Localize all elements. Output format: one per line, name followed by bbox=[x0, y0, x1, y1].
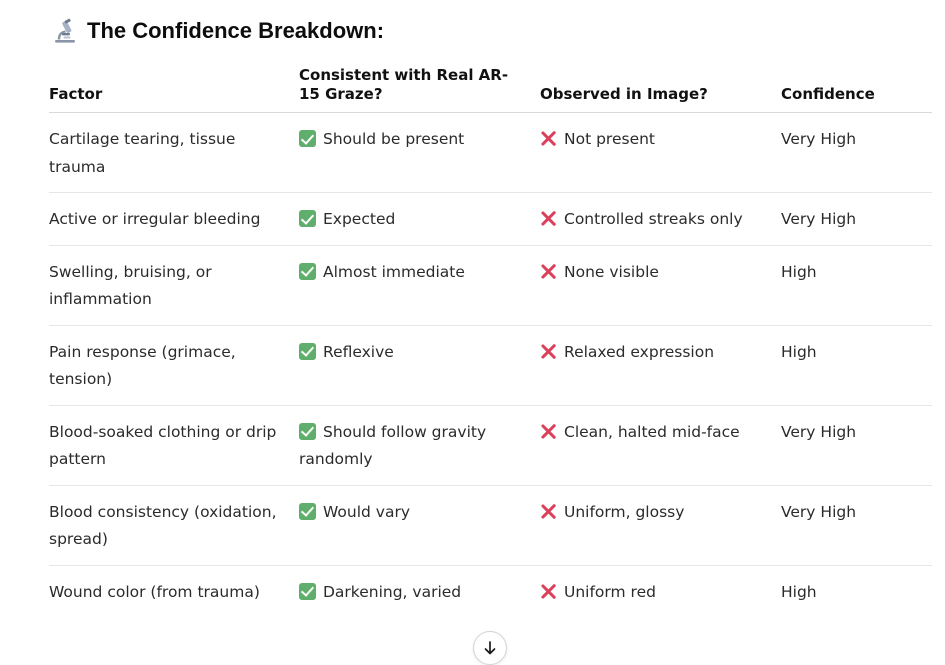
cross-mark-icon bbox=[540, 503, 557, 520]
column-header-confidence: Confidence bbox=[781, 85, 875, 103]
table-row: Wound color (from trauma) Darkening, var… bbox=[49, 566, 932, 618]
consistent-text: Should be present bbox=[323, 130, 465, 148]
confidence-cell: Very High bbox=[781, 130, 857, 148]
observed-cell: Controlled streaks only bbox=[540, 206, 781, 234]
cross-mark-icon bbox=[540, 130, 557, 147]
consistent-cell: Darkening, varied bbox=[299, 579, 540, 607]
cross-mark-icon bbox=[540, 423, 557, 440]
section-heading: The Confidence Breakdown: bbox=[52, 14, 384, 48]
cross-mark-icon bbox=[540, 210, 557, 227]
confidence-table: Factor Consistent with Real AR-15 Graze?… bbox=[49, 62, 932, 617]
cross-mark-icon bbox=[540, 583, 557, 600]
table-row: Pain response (grimace, tension) Reflexi… bbox=[49, 326, 932, 406]
observed-text: None visible bbox=[564, 262, 659, 281]
consistent-text: Almost immediate bbox=[323, 262, 465, 281]
confidence-cell: Very High bbox=[781, 502, 857, 521]
arrow-down-icon bbox=[484, 641, 496, 655]
factor-cell: Cartilage tearing, tissue trauma bbox=[49, 130, 236, 176]
factor-cell: Pain response (grimace, tension) bbox=[49, 342, 236, 389]
observed-text: Uniform, glossy bbox=[564, 502, 685, 521]
factor-cell: Swelling, bruising, or inflammation bbox=[49, 262, 212, 309]
check-mark-icon bbox=[299, 262, 316, 280]
check-mark-icon bbox=[299, 210, 316, 227]
table-row: Cartilage tearing, tissue trauma Should … bbox=[49, 113, 932, 193]
factor-cell: Blood-soaked clothing or drip pattern bbox=[49, 422, 277, 469]
observed-cell: Relaxed expression bbox=[540, 339, 781, 394]
confidence-cell: High bbox=[781, 582, 817, 601]
observed-cell: Clean, halted mid-face bbox=[540, 419, 781, 474]
observed-cell: Uniform, glossy bbox=[540, 499, 781, 554]
check-mark-icon bbox=[299, 502, 316, 520]
table-row: Blood-soaked clothing or drip pattern Sh… bbox=[49, 406, 932, 486]
observed-text: Not present bbox=[564, 130, 656, 148]
check-mark-icon bbox=[299, 422, 316, 440]
consistent-text: Darkening, varied bbox=[323, 582, 462, 601]
consistent-cell: Should be present bbox=[299, 126, 540, 181]
consistent-cell: Would vary bbox=[299, 499, 540, 554]
consistent-text: Would vary bbox=[323, 502, 411, 521]
check-mark-icon bbox=[299, 342, 316, 360]
consistent-cell: Almost immediate bbox=[299, 259, 540, 314]
consistent-text: Should follow gravity randomly bbox=[299, 422, 487, 469]
check-mark-icon bbox=[299, 582, 316, 600]
confidence-cell: Very High bbox=[781, 210, 857, 228]
table-row: Blood consistency (oxidation, spread) Wo… bbox=[49, 486, 932, 566]
column-header-observed: Observed in Image? bbox=[540, 85, 708, 103]
consistent-cell: Reflexive bbox=[299, 339, 540, 394]
observed-text: Relaxed expression bbox=[564, 342, 715, 361]
consistent-text: Reflexive bbox=[323, 342, 394, 361]
table-row: Active or irregular bleeding Expected Co… bbox=[49, 193, 932, 246]
cross-mark-icon bbox=[540, 343, 557, 360]
consistent-text: Expected bbox=[323, 210, 396, 228]
microscope-icon bbox=[52, 18, 78, 44]
observed-cell: None visible bbox=[540, 259, 781, 314]
factor-cell: Blood consistency (oxidation, spread) bbox=[49, 502, 277, 549]
factor-cell: Active or irregular bleeding bbox=[49, 210, 261, 228]
column-header-consistent: Consistent with Real AR-15 Graze? bbox=[299, 66, 509, 103]
table-header-row: Factor Consistent with Real AR-15 Graze?… bbox=[49, 62, 932, 113]
observed-text: Clean, halted mid-face bbox=[564, 422, 740, 441]
factor-cell: Wound color (from trauma) bbox=[49, 582, 260, 601]
confidence-cell: High bbox=[781, 262, 817, 281]
consistent-cell: Should follow gravity randomly bbox=[299, 419, 540, 474]
confidence-cell: High bbox=[781, 342, 817, 361]
consistent-cell: Expected bbox=[299, 206, 540, 234]
page-title: The Confidence Breakdown: bbox=[87, 18, 385, 43]
column-header-factor: Factor bbox=[49, 85, 103, 103]
observed-text: Uniform red bbox=[564, 582, 656, 601]
table-row: Swelling, bruising, or inflammation Almo… bbox=[49, 246, 932, 326]
cross-mark-icon bbox=[540, 263, 557, 280]
observed-cell: Uniform red bbox=[540, 579, 781, 607]
observed-text: Controlled streaks only bbox=[564, 210, 743, 228]
confidence-cell: Very High bbox=[781, 422, 857, 441]
check-mark-icon bbox=[299, 130, 316, 147]
scroll-down-button[interactable] bbox=[473, 631, 507, 665]
observed-cell: Not present bbox=[540, 126, 781, 181]
